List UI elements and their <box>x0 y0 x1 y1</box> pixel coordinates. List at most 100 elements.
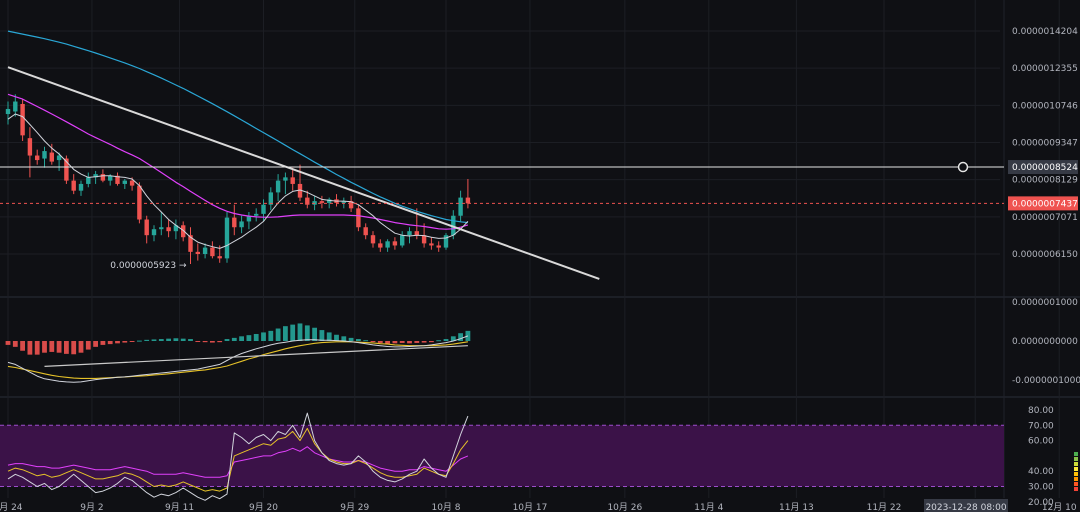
macd-histogram-bar <box>297 323 303 341</box>
macd-histogram-bar <box>341 336 347 341</box>
moving-average-slow-line <box>7 93 469 230</box>
candle-body[interactable] <box>35 155 40 161</box>
candle-body[interactable] <box>348 201 354 209</box>
candle-body[interactable] <box>202 247 208 254</box>
macd-signal-line <box>7 341 468 379</box>
candle-body[interactable] <box>232 217 237 228</box>
candle-body[interactable] <box>370 235 376 244</box>
candle-body[interactable] <box>254 213 259 216</box>
rsi-tick-label: 40.00 <box>1028 467 1054 477</box>
candle-body[interactable] <box>20 103 25 136</box>
macd-histogram-bar <box>56 341 62 353</box>
rsi-band <box>0 425 1004 487</box>
macd-histogram-bar <box>414 341 420 343</box>
candle-body[interactable] <box>436 245 441 248</box>
price-axis[interactable]: 0.0000014204 0.0000012355 0.0000010746 0.00… <box>1008 27 1080 508</box>
candle-body[interactable] <box>392 241 398 246</box>
candle-body[interactable] <box>166 227 171 232</box>
macd-histogram-bar <box>275 328 281 341</box>
macd-histogram-bar <box>370 341 376 342</box>
candle-body[interactable] <box>42 151 47 159</box>
macd-histogram-bar <box>334 334 339 341</box>
macd-histogram-bar <box>268 330 274 341</box>
macd-histogram-bar <box>151 339 157 341</box>
candle-body[interactable] <box>275 180 281 193</box>
candle-body[interactable] <box>407 231 412 236</box>
rsi-pane[interactable] <box>0 412 1078 501</box>
candle-body[interactable] <box>268 192 273 205</box>
candle-body[interactable] <box>246 215 252 222</box>
candle-body[interactable] <box>115 175 120 184</box>
candle-body[interactable] <box>305 197 310 205</box>
candle-body[interactable] <box>100 174 106 181</box>
macd-histogram-bar <box>144 339 150 341</box>
price-trendline[interactable] <box>7 66 600 280</box>
candle-body[interactable] <box>451 215 456 236</box>
macd-histogram-bar <box>85 341 91 350</box>
macd-tick-label: -0.0000001000 <box>1012 376 1080 386</box>
candle-body[interactable] <box>151 229 157 236</box>
candle-body[interactable] <box>129 180 135 186</box>
horizontal-line-handle[interactable] <box>957 161 969 173</box>
macd-histogram-bar <box>283 326 288 341</box>
macd-histogram-bar <box>399 341 405 343</box>
candle-body[interactable] <box>108 175 113 181</box>
time-tick-label: 10月 26 <box>607 502 642 512</box>
macd-pane[interactable] <box>5 323 471 383</box>
candle-body[interactable] <box>297 183 303 198</box>
candle-body[interactable] <box>71 180 76 191</box>
candle-body[interactable] <box>429 243 434 246</box>
price-pane[interactable]: 0.0000005923 → <box>0 30 1004 280</box>
candle-body[interactable] <box>195 251 200 254</box>
candle-body[interactable] <box>465 197 471 204</box>
candle-body[interactable] <box>86 177 91 184</box>
candle-body[interactable] <box>290 177 295 184</box>
candle-body[interactable] <box>421 235 427 244</box>
macd-histogram-bar <box>71 341 77 355</box>
macd-histogram-bar <box>27 341 33 355</box>
candle-body[interactable] <box>458 197 463 216</box>
macd-histogram-bar <box>319 330 325 341</box>
macd-histogram-bar <box>312 327 317 341</box>
candle-body[interactable] <box>239 221 244 228</box>
candle-body[interactable] <box>217 256 222 259</box>
candle-body[interactable] <box>283 177 288 181</box>
candle-body[interactable] <box>122 180 127 184</box>
candle-body[interactable] <box>56 155 62 161</box>
candle-body[interactable] <box>5 108 11 115</box>
macd-trendline[interactable] <box>44 345 468 367</box>
candle-body[interactable] <box>356 208 361 228</box>
macd-histogram-bar <box>217 341 223 343</box>
candle-body[interactable] <box>93 174 98 178</box>
last-price-label: 0.0000007437 <box>1012 199 1078 209</box>
candle-body[interactable] <box>385 241 390 248</box>
rsi-tick-label: 80.00 <box>1028 406 1054 416</box>
macd-histogram-bar <box>158 339 164 341</box>
candle-body[interactable] <box>78 183 84 191</box>
time-tick-label: 9月 2 <box>80 502 103 512</box>
candle-body[interactable] <box>27 138 33 156</box>
candle-body[interactable] <box>210 247 215 257</box>
candle-body[interactable] <box>400 235 405 246</box>
candle-body[interactable] <box>319 201 325 203</box>
candle-body[interactable] <box>159 227 164 230</box>
candle-body[interactable] <box>224 217 230 259</box>
candle-body[interactable] <box>49 152 54 162</box>
candle-body[interactable] <box>173 225 179 232</box>
price-tick-label: 0.0000010746 <box>1012 101 1078 111</box>
candle-body[interactable] <box>181 225 186 238</box>
candle-body[interactable] <box>363 227 368 236</box>
candle-body[interactable] <box>341 201 346 203</box>
candle-body[interactable] <box>144 219 149 236</box>
candle-body[interactable] <box>378 243 383 248</box>
candle-body[interactable] <box>443 235 449 248</box>
candle-body[interactable] <box>13 101 18 112</box>
candle-body[interactable] <box>137 185 142 220</box>
candle-body[interactable] <box>188 235 193 252</box>
candle-body[interactable] <box>261 204 266 214</box>
candle-body[interactable] <box>64 158 69 181</box>
candle-body[interactable] <box>327 199 332 203</box>
macd-histogram-bar <box>392 341 398 344</box>
candle-body[interactable] <box>414 231 419 236</box>
